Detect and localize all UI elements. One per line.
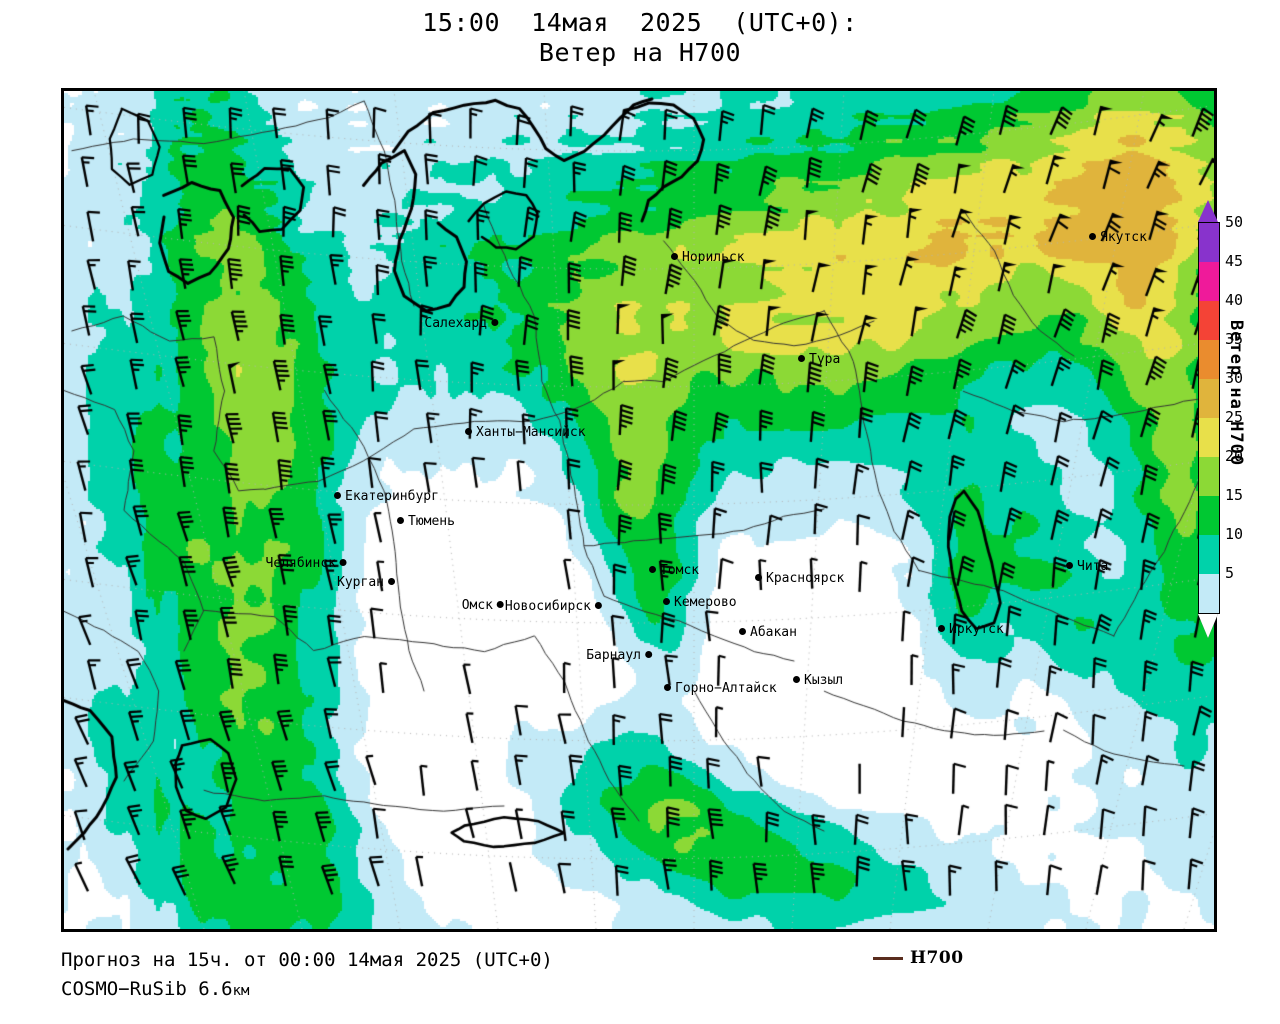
city-dot-icon bbox=[334, 492, 341, 499]
city-label: Норильск bbox=[682, 250, 745, 265]
city-label: Горно−Алтайск bbox=[675, 681, 777, 696]
legend-label: H700 bbox=[910, 948, 964, 968]
colorbar-tick-5: 5 bbox=[1225, 564, 1235, 582]
city-label: Барнаул bbox=[586, 648, 641, 663]
colorbar-tick-30: 30 bbox=[1225, 369, 1244, 387]
city-label: Курган bbox=[337, 575, 384, 590]
city-label: Новосибирск bbox=[504, 599, 591, 614]
colorbar-under-arrow bbox=[1198, 614, 1218, 638]
colorbar-tick-15: 15 bbox=[1225, 486, 1244, 504]
city-dot-icon bbox=[491, 319, 498, 326]
colorbar-band bbox=[1199, 379, 1219, 418]
city-marker: Горно−Алтайск bbox=[664, 681, 777, 696]
city-label: Якутск bbox=[1100, 230, 1147, 245]
city-label: Кемерово bbox=[674, 595, 737, 610]
city-marker: Томск bbox=[649, 563, 700, 578]
colorbar-tick-35: 35 bbox=[1225, 330, 1244, 348]
colorbar-body bbox=[1198, 222, 1220, 614]
city-dot-icon bbox=[671, 253, 678, 260]
city-marker: Тура bbox=[798, 352, 841, 367]
city-dot-icon bbox=[388, 578, 395, 585]
city-label: Салехард bbox=[424, 316, 487, 331]
colorbar-band bbox=[1199, 301, 1219, 340]
colorbar-band bbox=[1199, 223, 1219, 262]
colorbar-tick-50: 50 bbox=[1225, 213, 1244, 231]
city-label: Екатеринбург bbox=[345, 489, 439, 504]
model-resolution-unit: км bbox=[232, 983, 250, 999]
city-marker: Барнаул bbox=[586, 648, 652, 663]
city-marker: Кызыл bbox=[793, 673, 844, 688]
city-dot-icon bbox=[1066, 562, 1073, 569]
city-marker: Новосибирск bbox=[504, 599, 602, 614]
city-marker: Курган bbox=[337, 575, 395, 590]
legend-h700: H700 bbox=[873, 948, 964, 968]
city-label: Абакан bbox=[750, 625, 797, 640]
legend-line-swatch bbox=[873, 956, 903, 960]
city-dot-icon bbox=[755, 574, 762, 581]
city-dot-icon bbox=[663, 598, 670, 605]
city-marker: Ханты−Мансийск bbox=[465, 425, 586, 440]
chart-title-block: 15:00 14мая 2025 (UTC+0): Ветер на H700 bbox=[0, 8, 1280, 68]
city-marker: Иркутск bbox=[938, 622, 1004, 637]
city-label: Красноярск bbox=[766, 571, 845, 586]
city-marker: Омск bbox=[461, 598, 504, 613]
model-info: COSMO−RuSib 6.6км bbox=[61, 975, 1280, 1006]
colorbar: 50 45 40 35 30 25 20 15 10 5 Ветер на H700 bbox=[1198, 200, 1280, 660]
city-label: Омск bbox=[461, 598, 493, 613]
city-dot-icon bbox=[340, 559, 347, 566]
city-marker: Салехард bbox=[424, 316, 498, 331]
city-label: Чита bbox=[1077, 559, 1109, 574]
city-dot-icon bbox=[645, 651, 652, 658]
title-datetime: 15:00 14мая 2025 (UTC+0): bbox=[422, 8, 858, 37]
city-dot-icon bbox=[938, 625, 945, 632]
city-dot-icon bbox=[465, 428, 472, 435]
colorbar-tick-25: 25 bbox=[1225, 408, 1244, 426]
colorbar-axis-title: Ветер на H700 bbox=[1226, 320, 1246, 467]
city-marker: Чита bbox=[1066, 559, 1109, 574]
city-label: Томск bbox=[660, 563, 700, 578]
city-label: Иркутск bbox=[949, 622, 1004, 637]
city-marker: Абакан bbox=[739, 625, 797, 640]
colorbar-tick-10: 10 bbox=[1225, 525, 1244, 543]
city-label: Тура bbox=[809, 352, 841, 367]
city-marker: Якутск bbox=[1089, 230, 1147, 245]
colorbar-band bbox=[1199, 535, 1219, 574]
city-label: Кызыл bbox=[804, 673, 844, 688]
colorbar-over-arrow bbox=[1198, 200, 1218, 222]
colorbar-band bbox=[1199, 340, 1219, 379]
city-marker: Кемерово bbox=[663, 595, 737, 610]
colorbar-tick-45: 45 bbox=[1225, 252, 1244, 270]
forecast-info: Прогноз на 15ч. от 00:00 14мая 2025 (UTC… bbox=[61, 949, 553, 971]
city-dot-icon bbox=[793, 676, 800, 683]
city-marker: Челябинск bbox=[265, 556, 347, 571]
footer: Прогноз на 15ч. от 00:00 14мая 2025 (UTC… bbox=[61, 946, 1280, 1006]
city-dot-icon bbox=[649, 566, 656, 573]
city-dot-icon bbox=[798, 355, 805, 362]
colorbar-tick-40: 40 bbox=[1225, 291, 1244, 309]
colorbar-band bbox=[1199, 496, 1219, 535]
city-dot-icon bbox=[397, 517, 404, 524]
colorbar-band bbox=[1199, 418, 1219, 457]
city-marker: Красноярск bbox=[755, 571, 845, 586]
city-marker: Екатеринбург bbox=[334, 489, 439, 504]
model-name: COSMO−RuSib 6.6 bbox=[61, 978, 233, 1000]
colorbar-tick-20: 20 bbox=[1225, 447, 1244, 465]
city-marker: Норильск bbox=[671, 250, 745, 265]
city-dot-icon bbox=[664, 684, 671, 691]
title-parameter: Ветер на H700 bbox=[538, 38, 742, 67]
city-dot-icon bbox=[739, 628, 746, 635]
city-dot-icon bbox=[497, 601, 504, 608]
colorbar-band bbox=[1199, 574, 1219, 613]
city-label: Челябинск bbox=[265, 556, 336, 571]
colorbar-band bbox=[1199, 457, 1219, 496]
colorbar-band bbox=[1199, 262, 1219, 301]
city-dot-icon bbox=[595, 602, 602, 609]
city-dot-icon bbox=[1089, 233, 1096, 240]
city-marker: Тюмень bbox=[397, 514, 455, 529]
weather-map[interactable]: Норильск Салехард Тура Якутск Ханты−Мансийск… bbox=[61, 88, 1217, 932]
city-label: Тюмень bbox=[408, 514, 455, 529]
city-label: Ханты−Мансийск bbox=[476, 425, 586, 440]
map-raster-canvas bbox=[64, 91, 1214, 929]
